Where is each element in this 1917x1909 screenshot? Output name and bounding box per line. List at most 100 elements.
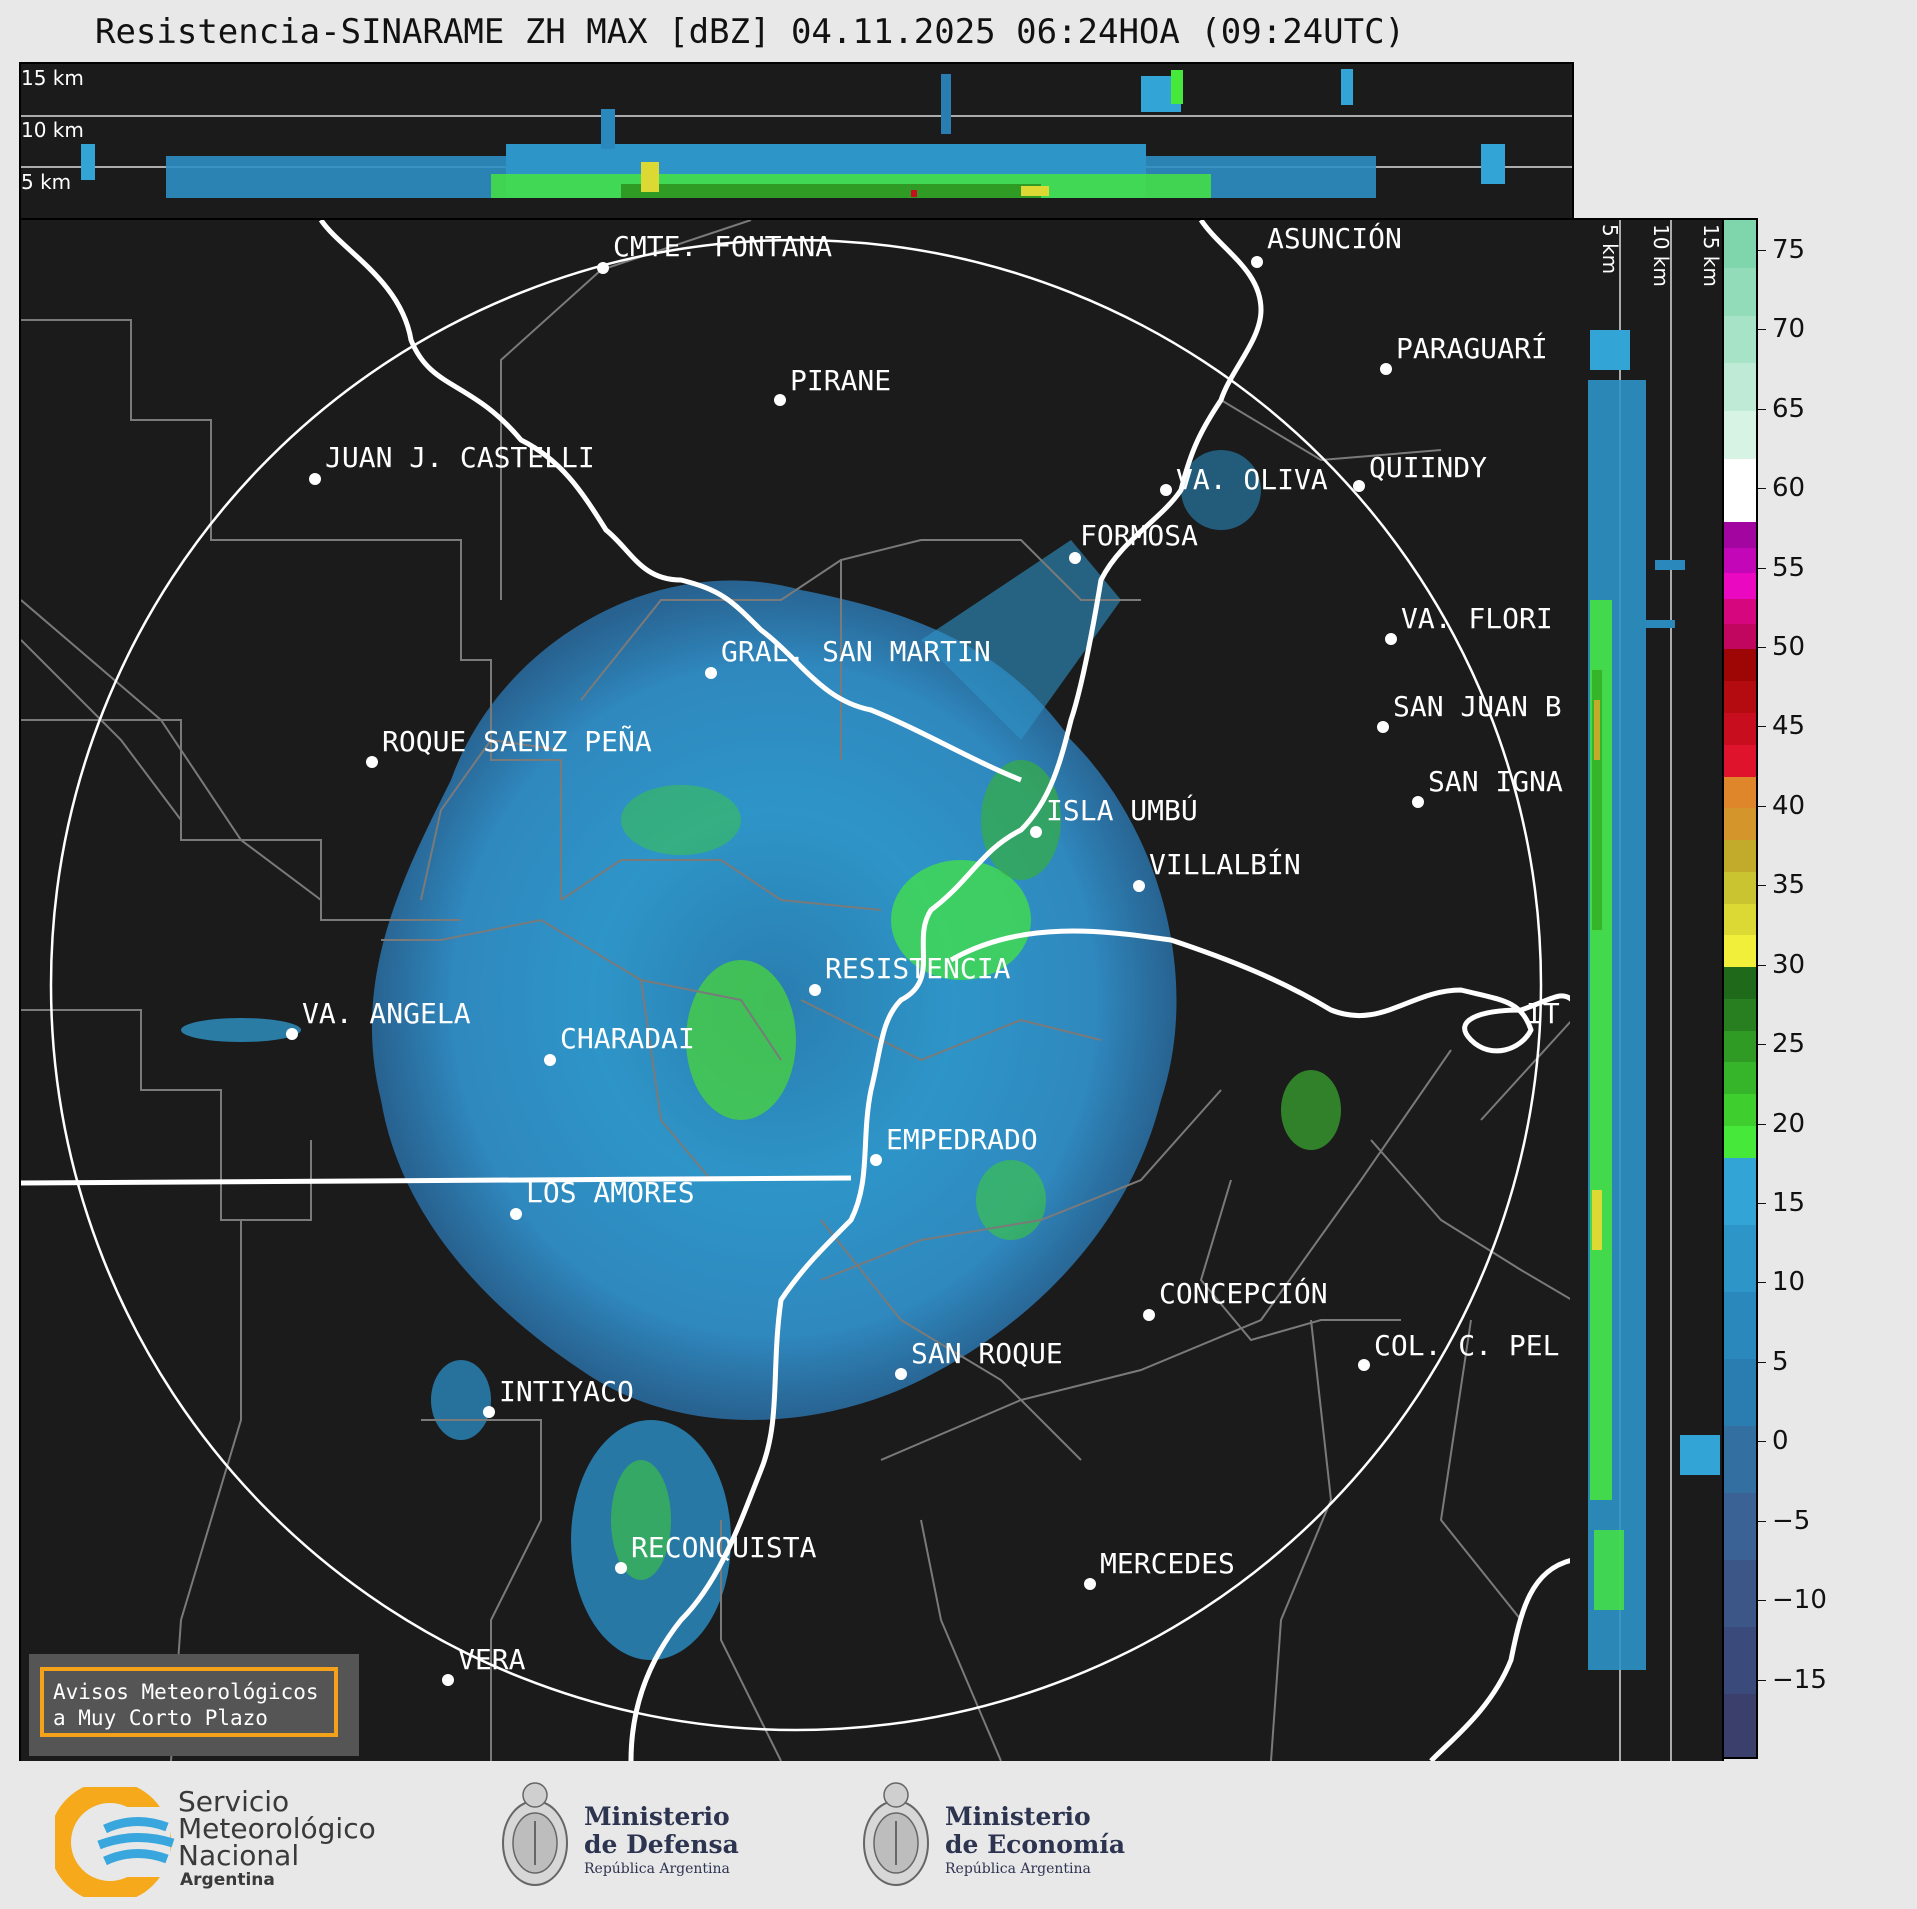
city-label-mercedes: MERCEDES — [1100, 1547, 1235, 1580]
colorbar-segment — [1724, 712, 1756, 745]
city-label-villalbin: VILLALBÍN — [1149, 847, 1301, 881]
range-ring — [49, 238, 1543, 1732]
colorbar-tick-label: 10 — [1772, 1267, 1806, 1298]
city-label-col-c-pel: COL. C. PEL — [1374, 1329, 1559, 1362]
defensa-name: Ministerio de Defensa República Argentin… — [584, 1803, 739, 1879]
city-markers — [286, 256, 1424, 1686]
city-marker-col-c-pel — [1358, 1359, 1370, 1371]
colorbar-tick-label: 20 — [1772, 1108, 1806, 1139]
city-marker-va-flori — [1385, 633, 1397, 645]
colorbar-segment — [1724, 966, 1756, 999]
colorbar-segment — [1724, 1157, 1756, 1225]
city-marker-san-juan-b — [1377, 721, 1389, 733]
alerts-label[interactable]: Avisos Meteorológicos a Muy Corto Plazo — [40, 1667, 338, 1737]
colorbar-segment — [1724, 1693, 1756, 1757]
city-label-reconquista: RECONQUISTA — [631, 1531, 817, 1564]
city-label-san-igna: SAN IGNA — [1428, 765, 1563, 798]
city-label-intiyaco: INTIYACO — [499, 1375, 634, 1408]
defensa-line-2: de Defensa — [584, 1830, 739, 1859]
colorbar-segment — [1724, 1224, 1756, 1292]
economia-line-1: Ministerio — [945, 1802, 1091, 1831]
colorbar-tick-label: 25 — [1772, 1029, 1806, 1060]
colorbar-segment — [1724, 998, 1756, 1031]
side-alt-label-15km: 15 km — [1699, 224, 1723, 287]
colorbar-tick-label: −15 — [1772, 1664, 1827, 1695]
city-label-san-roque: SAN ROQUE — [911, 1337, 1063, 1370]
alerts-line-1: Avisos Meteorológicos — [53, 1680, 319, 1704]
city-marker-villalbin — [1133, 880, 1145, 892]
colorbar-tick — [1758, 488, 1766, 490]
city-marker-paraguari — [1380, 363, 1392, 375]
colorbar-segment — [1724, 1093, 1756, 1127]
colorbar-tick-label: 60 — [1772, 473, 1806, 504]
top-cross-section-panel: 15 km 10 km 5 km — [19, 62, 1574, 222]
colorbar-tick-label: 55 — [1772, 552, 1806, 583]
city-marker-resistencia — [809, 984, 821, 996]
top-alt-label-15km: 15 km — [21, 66, 84, 90]
city-label-it: IT — [1526, 997, 1560, 1030]
city-label-quiindy: QUIINDY — [1369, 451, 1487, 484]
economia-seal-icon — [863, 1782, 929, 1886]
colorbar-segment — [1724, 1358, 1756, 1427]
colorbar-tick — [1758, 1282, 1766, 1284]
colorbar — [1722, 218, 1758, 1759]
city-label-pirane: PIRANE — [790, 364, 891, 397]
colorbar-tick-label: 45 — [1772, 711, 1806, 742]
city-marker-va-angela — [286, 1028, 298, 1040]
alerts-line-2: a Muy Corto Plazo — [53, 1706, 268, 1730]
colorbar-segment — [1724, 1030, 1756, 1063]
colorbar-segment — [1724, 934, 1756, 968]
colorbar-tick — [1758, 726, 1766, 728]
colorbar-segment — [1724, 267, 1756, 316]
colorbar-segment — [1724, 315, 1756, 364]
colorbar-tick — [1758, 646, 1766, 648]
city-marker-gral-san-martin — [705, 667, 717, 679]
colorbar-tick-label: −5 — [1772, 1505, 1811, 1536]
city-marker-los-amores — [510, 1208, 522, 1220]
city-marker-va-oliva — [1160, 484, 1172, 496]
colorbar-tick-label: 70 — [1772, 314, 1806, 345]
colorbar-segment — [1724, 807, 1756, 841]
city-marker-concepcion — [1143, 1309, 1155, 1321]
colorbar-tick-label: 30 — [1772, 949, 1806, 980]
city-marker-quiindy — [1353, 480, 1365, 492]
colorbar-segment — [1724, 871, 1756, 904]
city-label-roque-saenz-pena: ROQUE SAENZ PEÑA — [382, 724, 652, 758]
city-label-charadai: CHARADAI — [560, 1022, 695, 1055]
colorbar-segment — [1724, 220, 1756, 269]
colorbar-segment — [1724, 744, 1756, 777]
city-label-va-angela: VA. ANGELA — [302, 997, 471, 1030]
city-marker-juan-j-castelli — [309, 473, 321, 485]
city-marker-roque-saenz-pena — [366, 756, 378, 768]
city-label-va-flori: VA. FLORI — [1401, 602, 1553, 635]
chart-title: Resistencia-SINARAME ZH MAX [dBZ] 04.11.… — [94, 12, 1406, 52]
alerts-box[interactable]: Avisos Meteorológicos a Muy Corto Plazo — [29, 1654, 359, 1756]
colorbar-tick — [1758, 1202, 1766, 1204]
smn-logo-icon — [55, 1787, 175, 1897]
top-cross-section-svg — [21, 69, 1572, 198]
city-marker-reconquista — [615, 1562, 627, 1574]
colorbar-segment — [1724, 1125, 1756, 1158]
side-echo-band — [1588, 330, 1720, 1670]
top-alt-label-10km: 10 km — [21, 118, 84, 142]
side-cross-section-svg — [1588, 220, 1720, 1761]
colorbar-segment — [1724, 776, 1756, 809]
colorbar-segment — [1724, 598, 1756, 624]
colorbar-tick — [1758, 1520, 1766, 1522]
city-marker-vera — [442, 1674, 454, 1686]
colorbar-tick — [1758, 329, 1766, 331]
colorbar-segment — [1724, 839, 1756, 872]
colorbar-segment — [1724, 903, 1756, 936]
city-label-vera: VERA — [458, 1643, 526, 1676]
side-alt-label-5km: 5 km — [1598, 224, 1622, 275]
economia-line-3: República Argentina — [945, 1861, 1091, 1877]
colorbar-tick — [1758, 408, 1766, 410]
colorbar-segment — [1724, 648, 1756, 682]
admin-borders — [21, 220, 1572, 1761]
city-label-san-juan-b: SAN JUAN B — [1393, 690, 1562, 723]
city-label-empedrado: EMPEDRADO — [886, 1123, 1038, 1156]
defensa-line-1: Ministerio — [584, 1802, 730, 1831]
city-marker-san-igna — [1412, 796, 1424, 808]
city-label-va-oliva: VA. OLIVA — [1176, 463, 1328, 496]
smn-line-4: Argentina — [180, 1870, 275, 1890]
